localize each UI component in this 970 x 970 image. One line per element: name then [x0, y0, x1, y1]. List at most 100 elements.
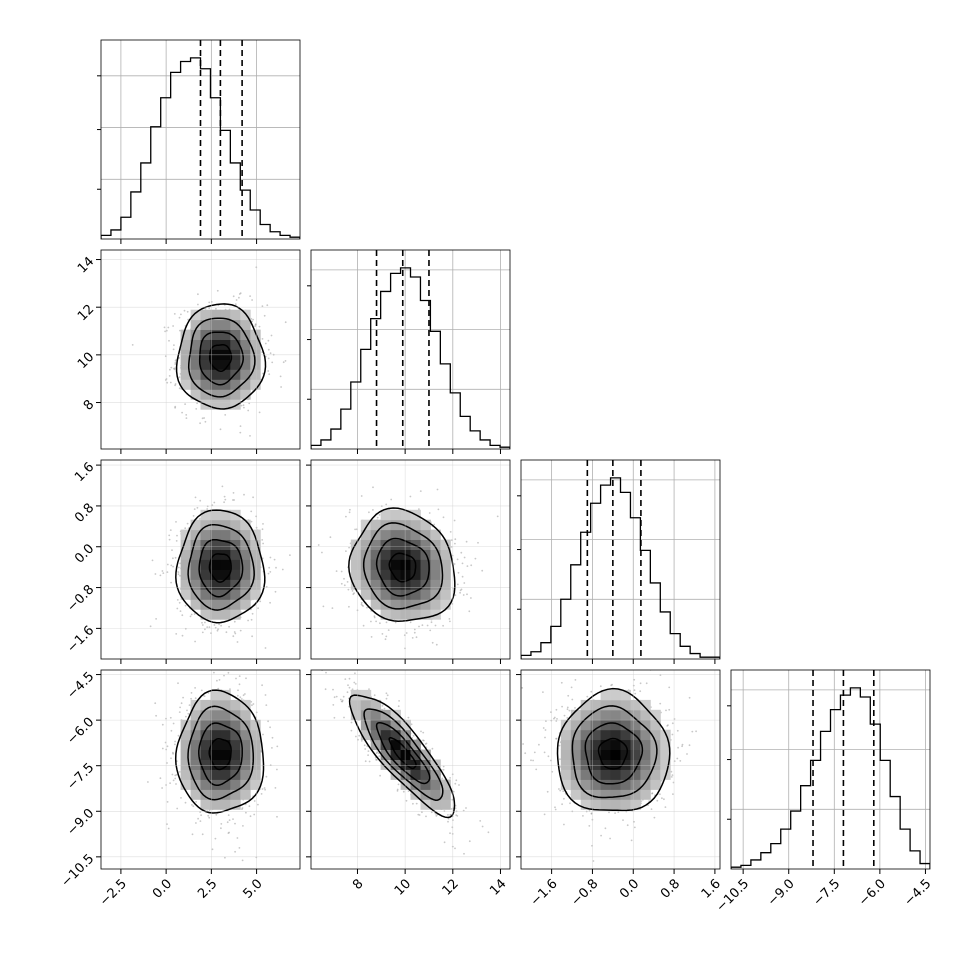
scatter-point-2-1-96	[370, 636, 373, 638]
scatter-point-2-0-749	[275, 566, 277, 569]
scatter-point-2-0-56	[267, 572, 270, 575]
scatter-point-2-1-674	[379, 622, 381, 625]
density-cell-1-0-15-8	[250, 359, 261, 370]
density-cell-3-0-15-14	[250, 719, 261, 731]
scatter-point-3-0-758	[185, 715, 187, 718]
scatter-point-2-1-781	[459, 591, 461, 594]
ytick-label-1-1: 10	[75, 350, 97, 372]
density-cell-2-1-13-9	[440, 559, 451, 570]
scatter-point-3-0-826	[172, 722, 175, 725]
scatter-point-1-0-633	[250, 317, 253, 320]
scatter-point-2-0-456	[176, 599, 179, 601]
scatter-point-3-1-785	[339, 698, 342, 701]
density-cell-2-1-11-11	[420, 539, 431, 550]
scatter-point-2-0-740	[232, 635, 235, 638]
ytick-label-2-3: 0.8	[72, 501, 97, 526]
scatter-point-3-0-320	[229, 688, 231, 690]
scatter-point-3-1-216	[402, 790, 405, 793]
density-cell-2-1-12-11	[430, 539, 441, 550]
scatter-point-3-1-875	[405, 799, 408, 802]
scatter-point-1-0-647	[173, 313, 176, 315]
density-cell-3-0-14-10	[240, 759, 251, 770]
density-cell-2-1-8-12	[390, 529, 401, 540]
scatter-point-1-0-41	[252, 318, 255, 321]
density-cell-3-0-10-13	[200, 729, 211, 741]
scatter-point-3-0-352	[240, 698, 243, 700]
scatter-point-3-1-92	[335, 695, 338, 698]
scatter-point-3-0-107	[271, 747, 273, 749]
density-cell-3-0-15-13	[250, 729, 261, 741]
scatter-point-2-1-661	[360, 495, 363, 497]
scatter-point-2-0-669	[252, 496, 255, 499]
scatter-point-2-0-112	[193, 508, 196, 510]
scatter-point-3-1-658	[412, 734, 415, 737]
scatter-point-2-0-331	[213, 624, 216, 626]
scatter-point-3-0-287	[228, 662, 230, 664]
scatter-point-2-0-64	[269, 571, 272, 573]
density-cell-2-1-5-8	[360, 569, 372, 580]
scatter-point-3-1-220	[456, 815, 459, 817]
density-cell-3-0-12-9	[220, 769, 231, 780]
scatter-point-3-0-35	[237, 689, 239, 692]
density-cell-2-0-14-10	[240, 549, 251, 560]
scatter-point-3-1-44	[441, 777, 444, 780]
scatter-point-1-0-689	[249, 435, 251, 437]
density-cell-2-0-11-7	[210, 579, 221, 590]
scatter-point-2-0-828	[234, 632, 237, 635]
scatter-point-2-0-859	[198, 517, 201, 520]
density-cell-2-1-6-6	[370, 589, 382, 600]
scatter-point-2-1-816	[343, 584, 346, 587]
scatter-point-1-0-357	[187, 318, 190, 321]
scatter-point-2-1-683	[481, 569, 484, 572]
scatter-point-3-0-567	[194, 697, 197, 700]
density-cell-2-0-12-9	[220, 559, 231, 570]
scatter-point-1-0-335	[186, 310, 189, 313]
scatter-point-2-1-423	[457, 571, 460, 574]
scatter-point-1-0-251	[258, 325, 261, 328]
scatter-point-3-1-169	[348, 686, 351, 689]
density-cell-1-0-10-5	[200, 389, 211, 400]
scatter-point-1-0-337	[178, 387, 181, 390]
scatter-point-1-0-348	[240, 404, 243, 407]
scatter-point-2-0-802	[208, 626, 211, 628]
density-cell-2-0-14-5	[240, 599, 251, 610]
scatter-point-2-0-342	[262, 542, 264, 545]
scatter-point-3-1-631	[353, 681, 356, 684]
scatter-point-2-1-408	[426, 624, 429, 627]
scatter-point-2-0-284	[250, 510, 253, 513]
density-cell-2-1-8-13	[390, 519, 401, 531]
density-cell-1-0-13-8	[230, 359, 241, 370]
scatter-point-3-0-533	[244, 693, 246, 695]
scatter-point-2-0-827	[274, 590, 277, 593]
scatter-point-3-1-731	[424, 743, 427, 745]
contour-2-1-3	[348, 507, 456, 622]
scatter-point-2-1-619	[463, 556, 466, 559]
density-cell-2-0-13-10	[230, 549, 241, 560]
scatter-point-2-0-752	[199, 499, 202, 502]
scatter-point-3-1-184	[375, 752, 378, 755]
xtick-label-0-1: 0.0	[150, 876, 175, 901]
density-cell-1-0-12-11	[220, 329, 231, 340]
density-cell-2-0-13-11	[230, 539, 241, 550]
scatter-point-3-0-762	[180, 702, 183, 705]
density-cell-2-1-8-4	[390, 609, 401, 620]
scatter-point-3-0-622	[220, 823, 223, 825]
scatter-point-2-1-542	[419, 490, 422, 492]
scatter-point-3-1-624	[332, 688, 334, 691]
scatter-point-3-1-322	[468, 840, 471, 843]
scatter-point-3-1-200	[367, 750, 370, 752]
scatter-point-3-1-847	[447, 814, 449, 816]
density-cell-3-0-11-14	[210, 719, 221, 731]
density-cell-1-0-8-7	[180, 369, 191, 380]
density-cell-2-0-14-11	[240, 539, 251, 550]
scatter-point-3-0-395	[177, 682, 179, 685]
scatter-point-3-1-17	[347, 684, 349, 687]
panel-2-1	[306, 459, 511, 664]
density-cell-2-1-8-5	[390, 599, 401, 610]
scatter-point-3-0-513	[245, 677, 247, 680]
scatter-point-2-1-129	[449, 531, 452, 533]
scatter-point-2-0-539	[189, 615, 192, 618]
density-cell-2-0-13-5	[230, 599, 241, 610]
density-cell-3-0-10-16	[200, 699, 211, 711]
density-cell-1-0-10-12	[200, 319, 211, 330]
